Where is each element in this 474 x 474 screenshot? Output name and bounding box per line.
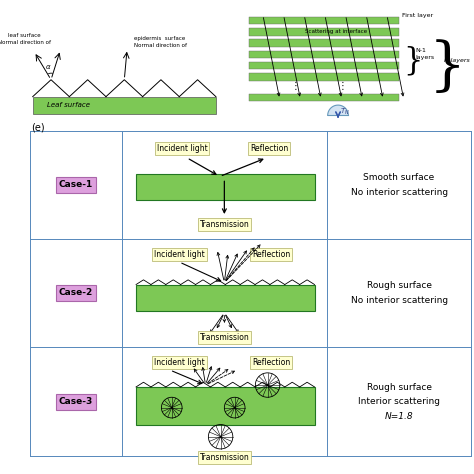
- Text: Case-2: Case-2: [59, 289, 93, 298]
- Bar: [136, 173, 315, 200]
- Text: First layer: First layer: [402, 13, 433, 18]
- Text: ⋮: ⋮: [338, 81, 347, 91]
- Text: Rough surface: Rough surface: [366, 281, 432, 290]
- Bar: [136, 284, 315, 311]
- Text: No interior scattering: No interior scattering: [351, 188, 447, 197]
- Text: Reflection: Reflection: [252, 358, 291, 367]
- Text: Leaf surface: Leaf surface: [47, 102, 90, 108]
- Bar: [249, 94, 399, 101]
- Bar: [249, 28, 399, 36]
- Text: (e): (e): [31, 123, 45, 133]
- Text: Case-3: Case-3: [59, 398, 93, 407]
- Text: }: }: [403, 46, 422, 76]
- Text: layers: layers: [415, 55, 434, 60]
- Text: leaf surface: leaf surface: [9, 34, 41, 38]
- Text: Normal direction of: Normal direction of: [0, 40, 51, 45]
- Text: Rough surface: Rough surface: [366, 383, 432, 392]
- Text: Scattering at interface: Scattering at interface: [305, 29, 367, 34]
- Text: N layers: N layers: [444, 58, 470, 63]
- Text: $T_N$: $T_N$: [340, 107, 350, 117]
- Text: Incident light: Incident light: [154, 250, 205, 259]
- Bar: [249, 51, 399, 58]
- Text: Incident light: Incident light: [157, 144, 208, 153]
- Text: Transmission: Transmission: [200, 220, 249, 229]
- Text: N=1.8: N=1.8: [385, 411, 413, 420]
- Bar: [33, 97, 216, 114]
- Text: Case-1: Case-1: [59, 181, 93, 190]
- Text: $\alpha$: $\alpha$: [45, 64, 52, 71]
- Text: Reflection: Reflection: [250, 144, 289, 153]
- Text: No interior scattering: No interior scattering: [351, 296, 447, 305]
- Text: }: }: [429, 40, 466, 97]
- Bar: [249, 62, 399, 69]
- Text: epidermis  surface: epidermis surface: [134, 36, 186, 41]
- Text: Smooth surface: Smooth surface: [364, 173, 435, 182]
- Bar: [249, 17, 399, 24]
- Polygon shape: [328, 105, 348, 116]
- Text: ⋮: ⋮: [291, 81, 301, 91]
- Text: Incident light: Incident light: [154, 358, 205, 367]
- Text: Reflection: Reflection: [252, 250, 291, 259]
- Bar: [249, 73, 399, 81]
- Text: Interior scattering: Interior scattering: [358, 398, 440, 407]
- Text: Transmission: Transmission: [200, 333, 249, 342]
- Bar: [249, 39, 399, 47]
- Text: N-1: N-1: [415, 48, 426, 54]
- Text: Normal direction of: Normal direction of: [134, 43, 186, 48]
- Bar: [136, 387, 315, 425]
- Text: Transmission: Transmission: [200, 453, 249, 462]
